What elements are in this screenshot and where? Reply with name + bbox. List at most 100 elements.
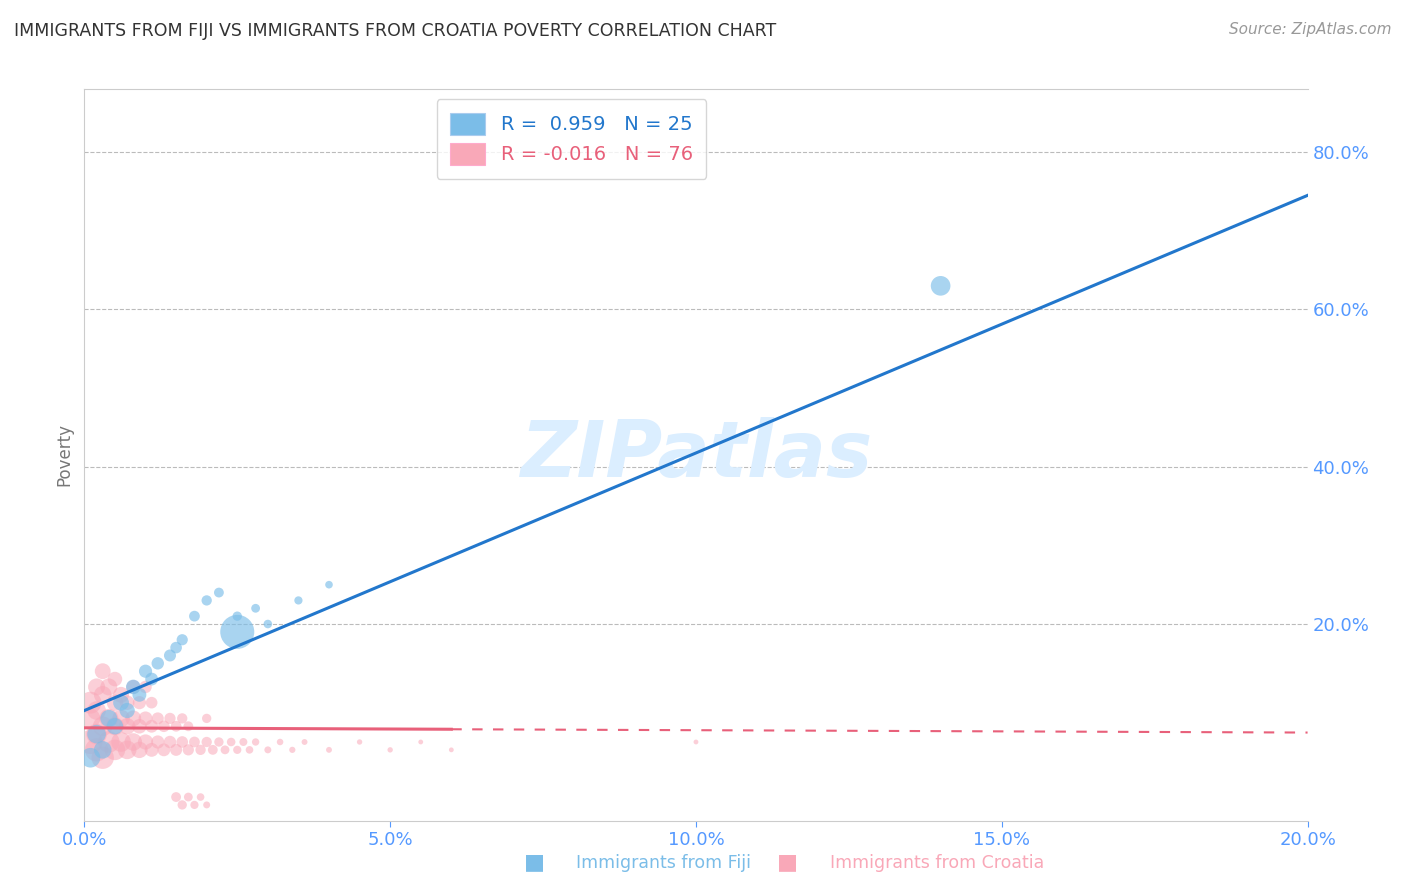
Point (91, 664, 114, 678)
Point (86, 704, 108, 718)
Text: ■: ■ (524, 853, 544, 872)
Point (159, 735, 181, 749)
Point (104, 719, 127, 733)
Point (141, 696, 163, 710)
Point (214, 743, 236, 757)
Point (122, 680, 145, 694)
Point (281, 743, 304, 757)
Point (97, 711, 120, 725)
Point (195, 593, 218, 607)
Legend: R =  0.959   N = 25, R = -0.016   N = 76: R = 0.959 N = 25, R = -0.016 N = 76 (437, 99, 706, 178)
Point (79, 711, 101, 725)
Point (91, 719, 114, 733)
Text: Source: ZipAtlas.com: Source: ZipAtlas.com (1229, 22, 1392, 37)
Point (146, 711, 169, 725)
Point (226, 743, 249, 757)
Point (91, 750, 114, 764)
Text: IMMIGRANTS FROM FIJI VS IMMIGRANTS FROM CROATIA POVERTY CORRELATION CHART: IMMIGRANTS FROM FIJI VS IMMIGRANTS FROM … (14, 22, 776, 40)
Point (141, 719, 163, 733)
Point (141, 743, 163, 757)
Point (219, 735, 242, 749)
Point (91, 743, 114, 757)
Point (287, 593, 309, 607)
Point (269, 735, 291, 749)
Point (135, 664, 157, 678)
Point (122, 680, 145, 694)
Point (104, 719, 127, 733)
Point (440, 743, 463, 757)
Point (115, 743, 138, 757)
Point (190, 790, 212, 805)
Point (172, 632, 194, 647)
Text: Immigrants from Croatia: Immigrants from Croatia (830, 855, 1043, 872)
Point (115, 696, 138, 710)
Point (165, 743, 187, 757)
Point (86, 743, 108, 757)
Point (195, 735, 218, 749)
Point (110, 696, 132, 710)
Point (245, 601, 267, 615)
Point (226, 624, 249, 639)
Point (172, 735, 194, 749)
Point (380, 743, 402, 757)
Point (86, 727, 108, 741)
Text: ZIPatlas: ZIPatlas (520, 417, 872, 493)
Point (122, 735, 145, 749)
Point (110, 735, 132, 749)
Point (128, 688, 150, 702)
Y-axis label: Poverty: Poverty (55, 424, 73, 486)
Point (146, 657, 169, 671)
Point (318, 743, 340, 757)
Point (232, 735, 254, 749)
Point (165, 640, 187, 655)
Point (135, 735, 157, 749)
Point (153, 719, 176, 733)
Point (245, 735, 267, 749)
Point (208, 585, 231, 599)
Point (97, 680, 120, 694)
Text: ■: ■ (778, 853, 797, 872)
Point (159, 711, 181, 725)
Point (409, 735, 432, 749)
Point (226, 609, 249, 624)
Point (257, 743, 280, 757)
Point (183, 797, 205, 812)
Point (122, 711, 145, 725)
Point (177, 743, 200, 757)
Point (104, 672, 127, 686)
Point (165, 719, 187, 733)
Point (195, 711, 218, 725)
Point (79, 735, 101, 749)
Point (104, 696, 127, 710)
Point (172, 711, 194, 725)
Point (318, 577, 340, 591)
Point (183, 609, 205, 624)
Point (141, 672, 163, 686)
Point (929, 278, 952, 293)
Point (685, 735, 707, 749)
Point (238, 743, 260, 757)
Point (128, 719, 150, 733)
Point (183, 735, 205, 749)
Point (146, 735, 169, 749)
Point (104, 743, 127, 757)
Point (79, 696, 101, 710)
Point (110, 711, 132, 725)
Point (153, 743, 176, 757)
Text: Immigrants from Fiji: Immigrants from Fiji (576, 855, 751, 872)
Point (165, 790, 187, 805)
Point (91, 688, 114, 702)
Point (135, 680, 157, 694)
Point (86, 680, 108, 694)
Point (97, 711, 120, 725)
Point (128, 696, 150, 710)
Point (79, 750, 101, 764)
Point (115, 704, 138, 718)
Point (97, 735, 120, 749)
Point (172, 797, 194, 812)
Point (159, 648, 181, 663)
Point (190, 743, 212, 757)
Point (177, 719, 200, 733)
Point (128, 743, 150, 757)
Point (177, 790, 200, 805)
